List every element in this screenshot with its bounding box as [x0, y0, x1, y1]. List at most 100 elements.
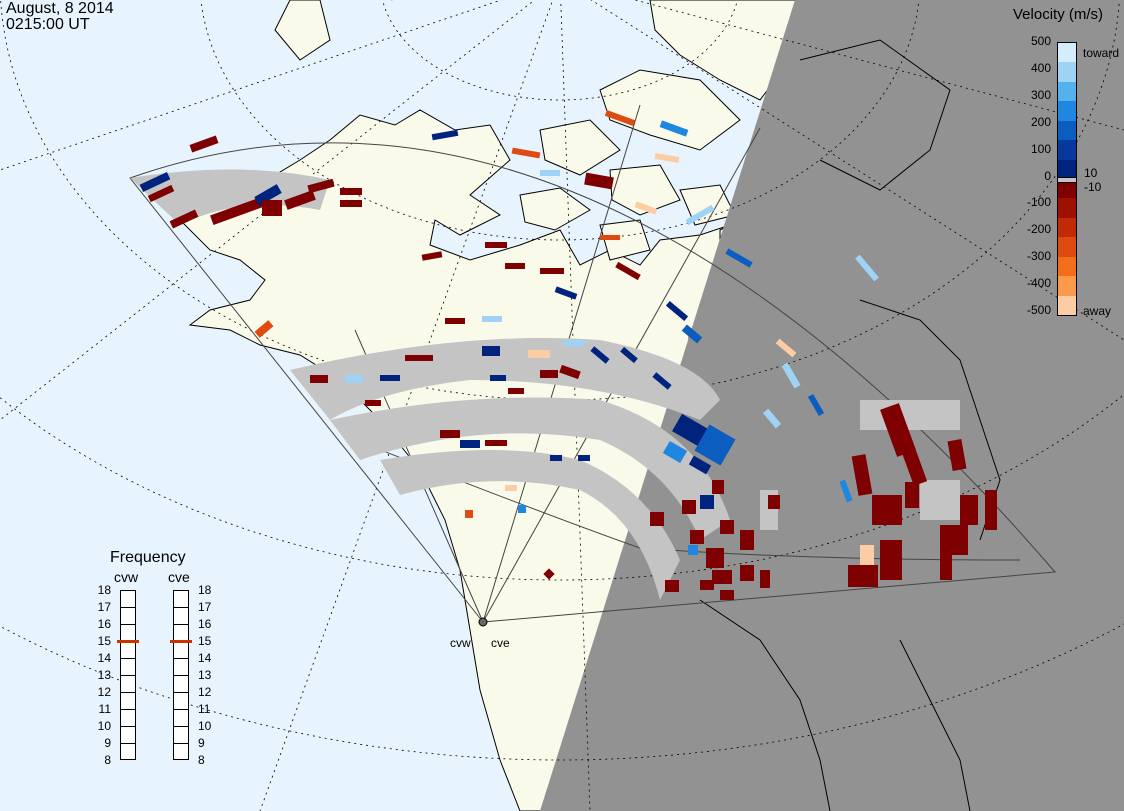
velocity-cell	[590, 346, 610, 364]
velocity-cell	[706, 548, 724, 568]
combined-fov-outline	[129, 142, 1057, 623]
velocity-cell	[768, 495, 780, 509]
velocity-cell	[485, 440, 507, 446]
frequency-scale-cve	[173, 590, 189, 760]
frequency-scale-label: 16	[198, 617, 212, 631]
velocity-cell	[860, 545, 874, 565]
velocity-cell	[139, 172, 171, 192]
velocity-cell	[518, 505, 526, 513]
velocity-cell	[654, 152, 680, 164]
colorbar-tick-label: -400	[1026, 276, 1051, 291]
colorbar-segment	[1058, 296, 1076, 315]
velocity-cell	[540, 170, 560, 176]
frequency-title: Frequency	[110, 549, 186, 566]
colorbar-toward-label: toward	[1083, 46, 1120, 60]
frequency-gridline	[174, 726, 188, 727]
frequency-marker-cve	[170, 640, 192, 643]
velocity-cell	[650, 512, 664, 526]
velocity-cell	[665, 580, 679, 592]
frequency-scale-label: 13	[97, 668, 111, 682]
velocity-cell	[659, 120, 689, 137]
velocity-cell	[340, 188, 362, 195]
velocity-cell	[620, 346, 638, 364]
colorbar-small-tick-neg: -10	[1084, 180, 1102, 194]
frequency-scale-label: 8	[198, 753, 205, 767]
velocity-cell	[508, 388, 524, 394]
velocity-cell	[254, 320, 274, 338]
velocity-cell	[839, 479, 853, 503]
colorbar-tick-label: 100	[1030, 141, 1051, 156]
velocity-cell	[940, 550, 952, 580]
date-label: August, 8 2014	[6, 0, 114, 17]
colorbar-tick-label: -100	[1026, 195, 1051, 210]
velocity-cell	[740, 530, 754, 550]
colorbar-tick-label: 400	[1030, 60, 1051, 75]
frequency-scale-label: 13	[198, 668, 212, 682]
colorbar-away-label: away	[1083, 304, 1112, 318]
velocity-cell	[563, 340, 585, 346]
velocity-cell	[688, 455, 712, 475]
velocity-cell	[848, 565, 878, 587]
velocity-cell	[905, 482, 919, 508]
velocity-cell	[762, 408, 782, 429]
colorbar-segment	[1058, 198, 1076, 218]
site-label-cvw: cvw	[450, 636, 471, 650]
velocity-cell	[284, 190, 316, 210]
frequency-scale-label: 17	[97, 600, 111, 614]
arctic-island-b	[609, 164, 681, 216]
velocity-cell	[775, 338, 797, 358]
velocity-cell	[682, 500, 696, 514]
velocity-cell	[543, 568, 555, 580]
velocity-cell	[960, 495, 978, 525]
frequency-scale-cvw	[120, 590, 136, 760]
colorbar-segment	[1058, 160, 1076, 179]
velocity-cell	[720, 520, 734, 534]
frequency-gridline	[174, 692, 188, 693]
velocity-cell	[147, 184, 175, 203]
colorbar-tick-label: 0	[1044, 168, 1051, 183]
velocity-cell	[380, 375, 400, 381]
frequency-gridline	[121, 709, 135, 710]
frequency-gridline	[174, 624, 188, 625]
velocity-cell	[685, 204, 715, 226]
velocity-cell	[947, 439, 967, 471]
frequency-gridline	[121, 675, 135, 676]
colorbar-segment	[1058, 62, 1076, 82]
velocity-cells	[139, 110, 997, 600]
velocity-cell	[460, 440, 480, 448]
frequency-radar-cve: cve	[168, 569, 190, 585]
siberia-landmass	[274, 0, 331, 61]
frequency-scale-label: 10	[198, 719, 212, 733]
velocity-cell	[584, 172, 614, 190]
velocity-cell	[851, 454, 873, 496]
ellesmere-island	[599, 69, 741, 151]
frequency-scale-label: 14	[97, 651, 111, 665]
colorbar-tick-label: -200	[1026, 222, 1051, 237]
velocity-cell	[855, 254, 879, 282]
velocity-cell	[554, 286, 578, 300]
velocity-cell	[210, 195, 270, 225]
velocity-cell	[405, 355, 433, 361]
frequency-scale-label: 16	[97, 617, 111, 631]
velocity-cell	[807, 393, 825, 417]
radar-site-marker	[478, 617, 488, 627]
frequency-scale-label: 15	[198, 634, 212, 648]
frequency-marker-cvw	[117, 640, 139, 643]
velocity-cell	[652, 372, 672, 390]
velocity-cell	[725, 248, 753, 268]
velocity-cell	[712, 570, 732, 584]
velocity-cell	[681, 324, 703, 344]
velocity-cell	[700, 495, 714, 509]
velocity-cell	[528, 350, 550, 358]
velocity-cell	[720, 590, 734, 600]
frequency-gridline	[121, 692, 135, 693]
velocity-cell	[872, 495, 902, 525]
velocity-cell	[445, 318, 465, 324]
velocity-cell	[505, 485, 517, 491]
colorbar-tick-label: 500	[1030, 34, 1051, 48]
site-label-cve: cve	[491, 636, 510, 650]
velocity-cell	[340, 200, 362, 207]
colorbar-small-tick-pos: 10	[1084, 166, 1098, 180]
velocity-cell	[310, 375, 328, 383]
